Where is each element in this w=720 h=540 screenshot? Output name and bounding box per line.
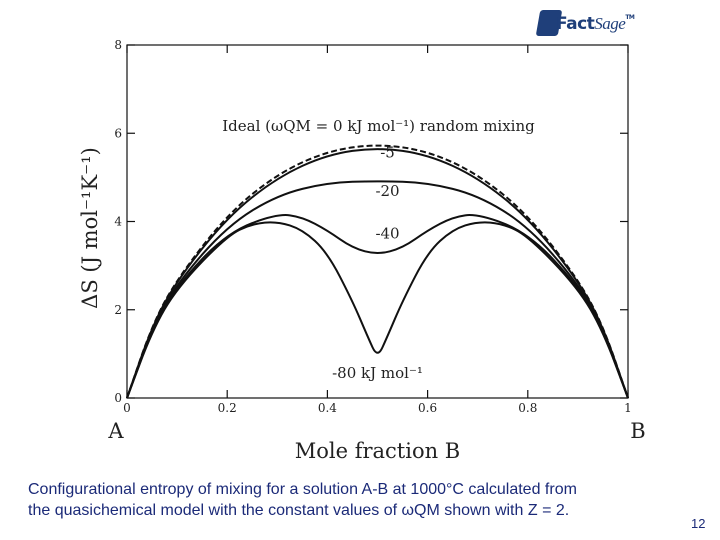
x-tick-label: 0.2 xyxy=(218,401,237,415)
logo-sage: Sage xyxy=(594,14,626,33)
y-tick-label: 4 xyxy=(114,215,122,229)
x-tick-label: 0.8 xyxy=(518,401,537,415)
logo-fact: Fact xyxy=(556,14,595,34)
caption-line-1: Configurational entropy of mixing for a … xyxy=(28,481,577,498)
logo-trademark: TM xyxy=(625,14,635,21)
logo-wordmark: FactSageTM xyxy=(556,14,635,34)
x-axis-label: Mole fraction B xyxy=(295,439,461,463)
figure-caption: Configurational entropy of mixing for a … xyxy=(28,479,708,521)
series-annotation-2: -40 xyxy=(375,224,399,242)
endpoint-label-b: B xyxy=(630,419,645,443)
y-tick-label: 8 xyxy=(114,38,122,52)
caption-line-2: the quasichemical model with the constan… xyxy=(28,502,570,519)
series-label-ideal: Ideal (ωQM = 0 kJ mol⁻¹) random mixing xyxy=(222,117,535,135)
page-number: 12 xyxy=(691,516,706,531)
y-tick-label: 6 xyxy=(114,126,122,140)
x-tick-label: 0.6 xyxy=(418,401,437,415)
y-axis-label: ΔS (J mol⁻¹K⁻¹) xyxy=(78,147,102,309)
series-annotation-0: -5 xyxy=(380,144,395,162)
x-tick-label: 0.4 xyxy=(318,401,337,415)
series-line-4 xyxy=(126,221,629,399)
entropy-chart: 0 0.2 0.4 0.6 0.8 1 0 2 4 6 8 A B Mole fraction B ΔS (… xyxy=(78,38,646,463)
series-annotation-3: -80 kJ mol⁻¹ xyxy=(332,364,423,382)
x-tick-label: 0 xyxy=(123,401,131,415)
y-tick-label: 0 xyxy=(114,391,122,405)
endpoint-label-a: A xyxy=(107,419,124,443)
x-tick-label: 1 xyxy=(624,401,632,415)
series-line-1 xyxy=(126,148,629,399)
plot-frame xyxy=(126,44,629,399)
y-tick-label: 2 xyxy=(114,303,122,317)
series-annotation-1: -20 xyxy=(375,182,399,200)
factsage-logo: FactSageTM xyxy=(535,8,635,42)
